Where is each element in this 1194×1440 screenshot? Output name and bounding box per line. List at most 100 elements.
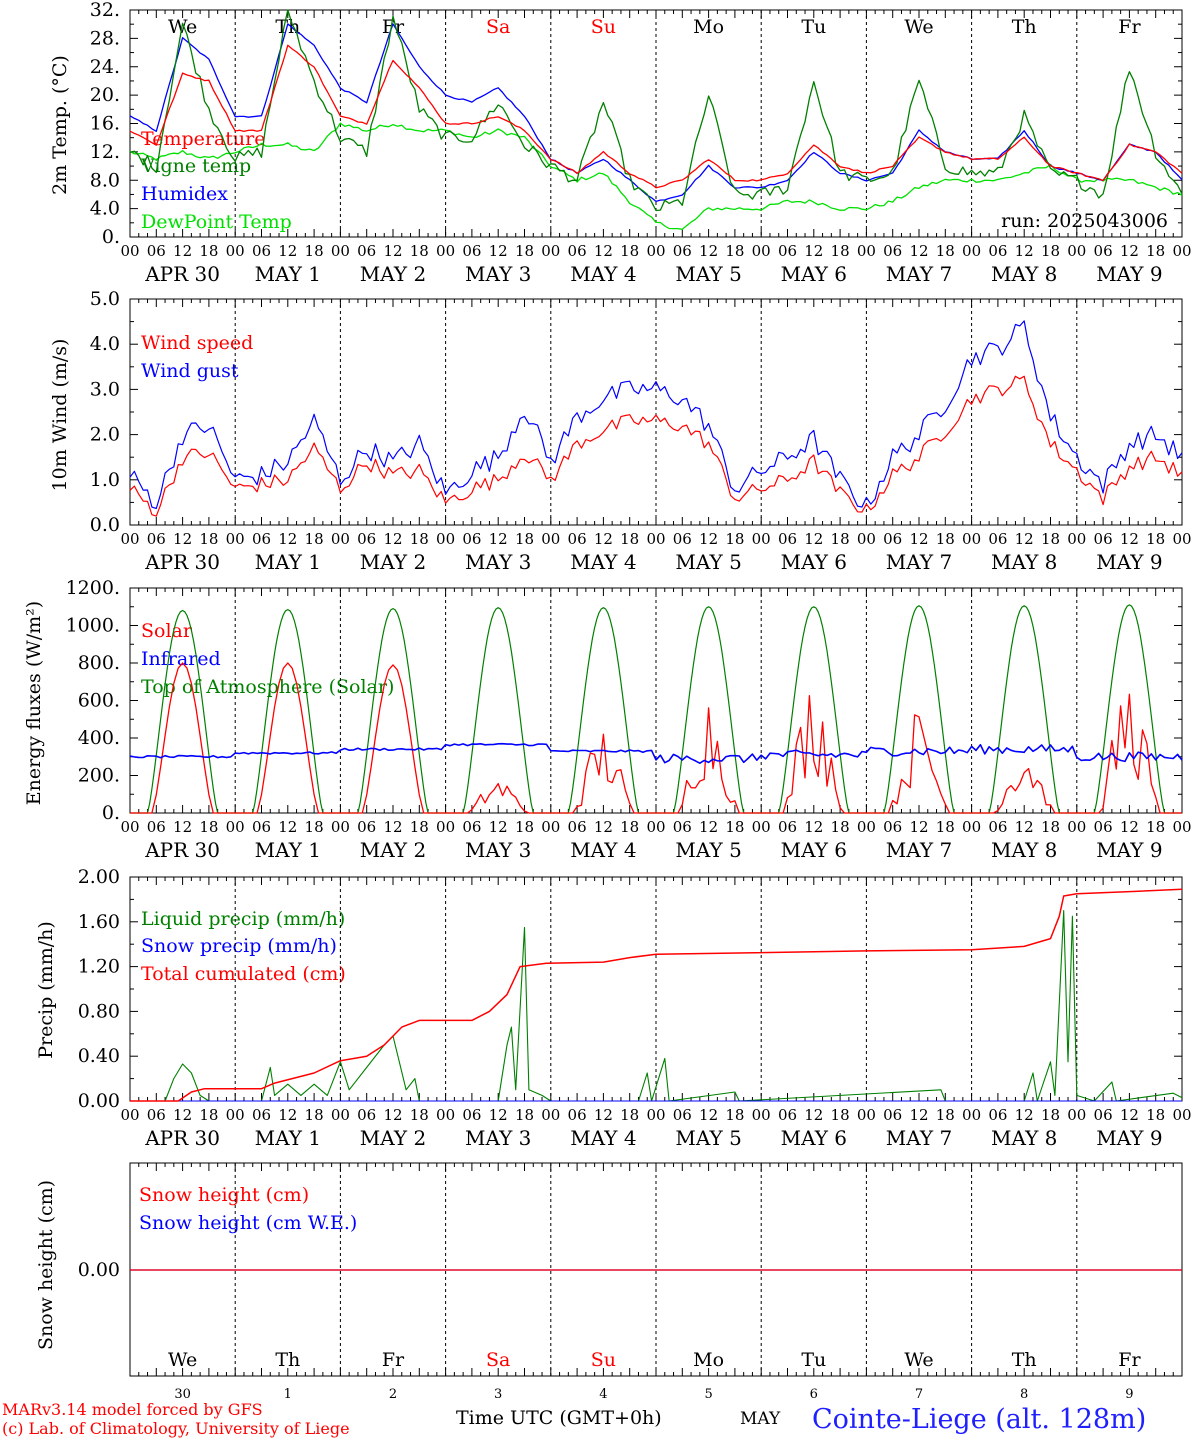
- wind-hour-tick-label: 12: [1120, 530, 1139, 548]
- temp-hour-tick-label: 00: [646, 242, 665, 260]
- energy-ytick-label: 400.: [78, 727, 120, 749]
- wind-hour-tick-label: 18: [305, 530, 324, 548]
- energy-hour-tick-label: 06: [568, 818, 587, 836]
- energy-hour-tick-label: 12: [489, 818, 508, 836]
- precip-hour-tick-label: 06: [252, 1106, 271, 1124]
- legend-temperature: Temperature: [141, 128, 265, 150]
- wind-ytick-label: 0.0: [90, 514, 120, 536]
- temp-hour-tick-label: 06: [147, 242, 166, 260]
- wind-hour-tick-label: 12: [909, 530, 928, 548]
- energy-hour-tick-label: 12: [804, 818, 823, 836]
- precip-hour-tick-label: 18: [1041, 1106, 1060, 1124]
- wind-date-label: MAY 8: [991, 550, 1057, 574]
- energy-ytick-label: 800.: [78, 652, 120, 674]
- temp-ytick-label: 16.: [90, 113, 120, 135]
- wind-hour-tick-label: 18: [936, 530, 955, 548]
- energy-date-label: MAY 9: [1096, 838, 1162, 862]
- temp-hour-tick-label: 12: [383, 242, 402, 260]
- precip-hour-tick-label: 00: [331, 1106, 350, 1124]
- energy-date-label: MAY 7: [886, 838, 952, 862]
- precip-hour-tick-label: 18: [1146, 1106, 1165, 1124]
- energy-hour-tick-label: 12: [699, 818, 718, 836]
- temp-date-label: MAY 8: [991, 262, 1057, 286]
- energy-hour-tick-label: 00: [1172, 818, 1191, 836]
- temp-hour-tick-label: 06: [462, 242, 481, 260]
- wind-hour-tick-label: 00: [752, 530, 771, 548]
- run-annotation: run: 2025043006: [1001, 210, 1168, 232]
- precip-series-total-cumulated-cm-: [130, 888, 1183, 1102]
- precip-date-label: APR 30: [144, 1126, 220, 1150]
- legend-wind-speed: Wind speed: [141, 332, 253, 354]
- energy-hour-tick-label: 00: [1067, 818, 1086, 836]
- temp-ylabel: 2m Temp. (°C): [49, 55, 71, 195]
- precip-hour-tick-label: 18: [831, 1106, 850, 1124]
- energy-hour-tick-label: 06: [988, 818, 1007, 836]
- temp-hour-tick-label: 12: [278, 242, 297, 260]
- wind-series-wind-speed: [129, 375, 1183, 517]
- snow-ytick-label: 0.00: [78, 1259, 120, 1281]
- temp-hour-tick-label: 12: [173, 242, 192, 260]
- temp-hour-tick-label: 00: [1067, 242, 1086, 260]
- energy-hour-tick-label: 06: [147, 818, 166, 836]
- wind-date-label: MAY 6: [781, 550, 847, 574]
- legend-snow-precip: Snow precip (mm/h): [141, 935, 337, 957]
- precip-hour-tick-label: 06: [778, 1106, 797, 1124]
- precip-hour-tick-label: 18: [725, 1106, 744, 1124]
- wind-hour-tick-label: 18: [725, 530, 744, 548]
- precip-hour-tick-label: 12: [278, 1106, 297, 1124]
- precip-date-label: MAY 3: [465, 1126, 531, 1150]
- energy-hour-tick-label: 06: [778, 818, 797, 836]
- precip-hour-tick-label: 06: [988, 1106, 1007, 1124]
- energy-ytick-label: 1200.: [66, 577, 120, 599]
- wind-ytick-label: 2.0: [90, 424, 120, 446]
- energy-hour-tick-label: 00: [331, 818, 350, 836]
- precip-hour-tick-label: 12: [909, 1106, 928, 1124]
- wind-hour-tick-label: 06: [988, 530, 1007, 548]
- precip-hour-tick-label: 00: [226, 1106, 245, 1124]
- snow-day-number: 1: [284, 1387, 292, 1402]
- wind-date-label: MAY 5: [675, 550, 741, 574]
- wind-hour-tick-label: 00: [226, 530, 245, 548]
- energy-hour-tick-label: 18: [936, 818, 955, 836]
- model-credit: MARv3.14 model forced by GFS: [2, 1400, 263, 1419]
- energy-hour-tick-label: 12: [909, 818, 928, 836]
- temp-hour-tick-label: 18: [305, 242, 324, 260]
- temp-date-label: MAY 5: [675, 262, 741, 286]
- snow-day-number: 4: [599, 1387, 607, 1402]
- legend-snow-height: Snow height (cm): [139, 1184, 309, 1206]
- precip-ytick-label: 1.20: [78, 956, 120, 978]
- temp-hour-tick-label: 00: [436, 242, 455, 260]
- temp-hour-tick-label: 00: [962, 242, 981, 260]
- wind-hour-tick-label: 12: [278, 530, 297, 548]
- temp-hour-tick-label: 00: [226, 242, 245, 260]
- temp-series-dewpoint-temp: [129, 122, 1183, 230]
- precip-ytick-label: 0.00: [78, 1090, 120, 1112]
- snow-weekday-label: Th: [275, 1349, 300, 1371]
- wind-ytick-label: 4.0: [90, 333, 120, 355]
- energy-date-label: APR 30: [144, 838, 220, 862]
- energy-hour-tick-label: 18: [515, 818, 534, 836]
- precip-date-label: MAY 1: [255, 1126, 321, 1150]
- wind-hour-tick-label: 00: [1172, 530, 1191, 548]
- precip-hour-tick-label: 00: [646, 1106, 665, 1124]
- energy-hour-tick-label: 12: [383, 818, 402, 836]
- wind-hour-tick-label: 12: [699, 530, 718, 548]
- precip-hour-tick-label: 00: [962, 1106, 981, 1124]
- snow-day-number: 3: [494, 1387, 502, 1402]
- wind-date-label: MAY 3: [465, 550, 531, 574]
- precip-hour-tick-label: 06: [357, 1106, 376, 1124]
- temp-hour-tick-label: 00: [857, 242, 876, 260]
- temp-ytick-label: 20.: [90, 84, 120, 106]
- precip-hour-tick-label: 18: [199, 1106, 218, 1124]
- wind-hour-tick-label: 06: [147, 530, 166, 548]
- wind-hour-tick-label: 12: [383, 530, 402, 548]
- energy-hour-tick-label: 00: [646, 818, 665, 836]
- precip-hour-tick-label: 18: [305, 1106, 324, 1124]
- precip-hour-tick-label: 06: [883, 1106, 902, 1124]
- temperature-panel: 2m Temp. (°C) run: 2025043006 Temperatur…: [49, 0, 1192, 286]
- energy-hour-tick-label: 06: [673, 818, 692, 836]
- energy-hour-tick-label: 00: [226, 818, 245, 836]
- temp-ytick-label: 24.: [90, 56, 120, 78]
- temp-hour-tick-label: 18: [936, 242, 955, 260]
- precip-hour-tick-label: 18: [410, 1106, 429, 1124]
